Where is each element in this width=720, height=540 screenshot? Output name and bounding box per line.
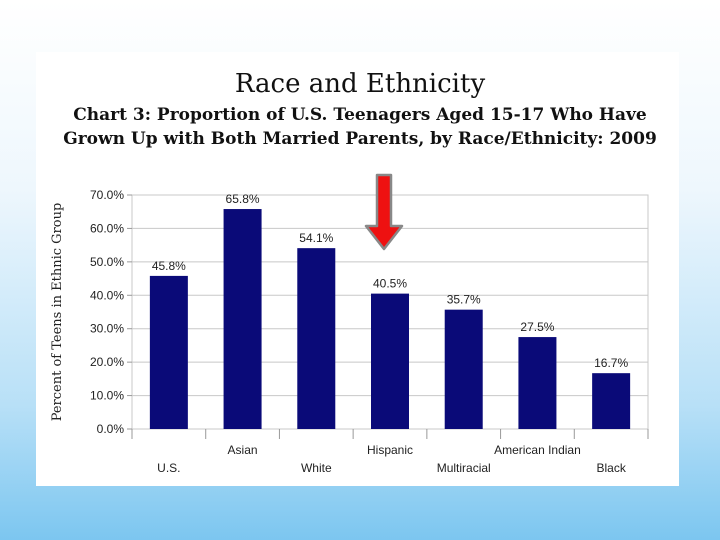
bar-black xyxy=(592,373,631,429)
category-label: White xyxy=(301,461,332,475)
category-label: Black xyxy=(596,461,626,475)
category-label: Asian xyxy=(228,443,258,457)
data-label: 65.8% xyxy=(226,192,260,206)
bar-chart: Race and Ethnicity Chart 3: Proportion o… xyxy=(50,69,657,475)
y-tick-label: 50.0% xyxy=(90,255,124,269)
bar-american-indian xyxy=(518,337,557,429)
data-label: 54.1% xyxy=(299,231,333,245)
bar-asian xyxy=(223,209,262,429)
slide-panel: Race and Ethnicity Chart 3: Proportion o… xyxy=(36,52,679,486)
category-label: American Indian xyxy=(494,443,581,457)
y-tick-label: 40.0% xyxy=(90,288,124,302)
y-tick-label: 0.0% xyxy=(97,422,125,436)
y-axis-label: Percent of Teens in Ethnic Group xyxy=(50,203,65,422)
data-label: 16.7% xyxy=(594,356,628,370)
chart-title-line-2: Grown Up with Both Married Parents, by R… xyxy=(63,129,657,149)
bar-u-s xyxy=(149,275,188,429)
bar-white xyxy=(297,248,336,429)
y-tick-label: 60.0% xyxy=(90,221,124,235)
data-label: 27.5% xyxy=(520,320,554,334)
category-label: Hispanic xyxy=(367,443,413,457)
y-tick-label: 10.0% xyxy=(90,389,124,403)
data-label: 35.7% xyxy=(447,293,481,307)
data-label: 45.8% xyxy=(152,259,186,273)
chart-heading: Race and Ethnicity xyxy=(235,69,486,99)
category-label: Multiracial xyxy=(437,461,491,475)
bar-multiracial xyxy=(444,309,483,429)
y-tick-label: 20.0% xyxy=(90,355,124,369)
y-tick-label: 70.0% xyxy=(90,188,124,202)
category-label: U.S. xyxy=(157,461,180,475)
plot-area: 0.0% 10.0% 20.0% 30.0% 40.0% 50.0% 60.0% 70.0% 4… xyxy=(90,173,649,475)
data-label: 40.5% xyxy=(373,277,407,291)
y-tick-label: 30.0% xyxy=(90,322,124,336)
chart-title-line-1: Chart 3: Proportion of U.S. Teenagers Ag… xyxy=(73,105,647,125)
bar-hispanic xyxy=(371,293,409,429)
red-arrow-icon xyxy=(364,173,404,251)
